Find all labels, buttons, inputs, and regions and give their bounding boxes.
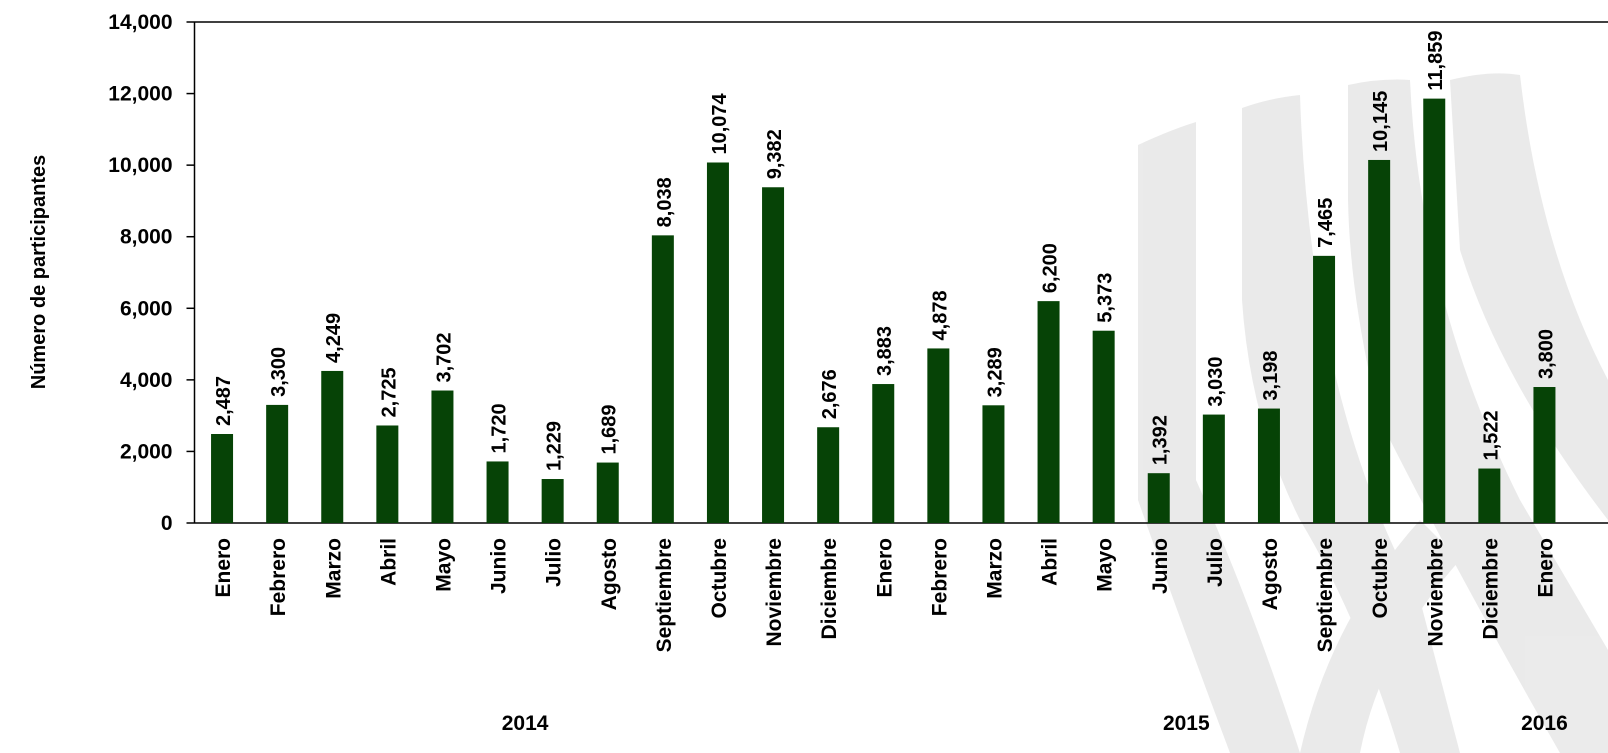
bar (376, 425, 399, 523)
x-tick-label: Enero (212, 538, 235, 598)
y-tick-label: 0 (161, 512, 173, 535)
x-tick-label: Febrero (928, 538, 951, 616)
value-label: 3,800 (1535, 329, 1557, 379)
x-tick-label: Mayo (432, 538, 455, 592)
y-tick-label: 2,000 (120, 440, 173, 463)
bar (651, 235, 674, 523)
value-label: 2,487 (213, 376, 235, 426)
value-label: 3,702 (433, 332, 455, 382)
y-tick-label: 14,000 (108, 11, 172, 34)
bar (1037, 301, 1060, 523)
x-tick-label: Agosto (598, 538, 621, 610)
value-label: 1,229 (544, 421, 566, 471)
bar (321, 370, 344, 523)
value-label: 10,074 (709, 92, 731, 154)
x-tick-label: Marzo (983, 538, 1006, 599)
value-label: 5,373 (1095, 273, 1117, 323)
bar (1423, 98, 1446, 523)
value-label: 7,465 (1315, 198, 1337, 248)
value-label: 9,382 (764, 129, 786, 179)
bar (1202, 414, 1225, 523)
value-label: 4,249 (323, 313, 345, 363)
value-label: 10,145 (1370, 91, 1392, 152)
group-label: 2016 (1521, 712, 1568, 735)
value-label: 3,198 (1260, 350, 1282, 400)
bar (706, 162, 729, 523)
y-tick-label: 8,000 (120, 226, 173, 249)
value-label: 3,883 (874, 326, 896, 376)
group-label: 2015 (1163, 712, 1210, 735)
x-tick-label: Abril (1039, 538, 1062, 586)
x-tick-label: Julio (543, 538, 566, 587)
x-tick-label: Diciembre (1479, 538, 1502, 640)
x-tick-label: Enero (873, 538, 896, 598)
bar (1478, 468, 1501, 523)
x-tick-label: Junio (1149, 538, 1172, 594)
value-label: 3,300 (268, 347, 290, 397)
value-label: 1,689 (599, 404, 621, 454)
bar (211, 434, 234, 523)
bar (1368, 159, 1391, 524)
value-label: 11,859 (1425, 31, 1447, 91)
bar (1533, 387, 1556, 523)
y-tick-label: 4,000 (120, 369, 173, 392)
bar (596, 462, 619, 523)
x-tick-label: Octubre (1369, 538, 1392, 619)
bar (982, 405, 1005, 523)
bar (1313, 255, 1336, 523)
bar (541, 479, 564, 523)
value-label: 2,725 (378, 367, 400, 417)
bar (431, 390, 454, 523)
y-tick-label: 6,000 (120, 297, 173, 320)
bar (762, 187, 785, 523)
x-tick-label: Junio (488, 538, 511, 594)
x-tick-label: Septiembre (653, 538, 676, 652)
value-label: 1,522 (1480, 410, 1502, 460)
x-tick-label: Diciembre (818, 538, 841, 640)
x-tick-label: Enero (1534, 538, 1557, 598)
watermark (1138, 73, 1608, 753)
value-label: 3,289 (984, 347, 1006, 397)
bar (1257, 408, 1280, 523)
group-label: 2014 (502, 712, 549, 735)
y-tick-label: 10,000 (108, 154, 172, 177)
bar (266, 404, 289, 523)
value-label: 1,392 (1150, 415, 1172, 465)
x-tick-label: Agosto (1259, 538, 1282, 610)
x-tick-label: Octubre (708, 538, 731, 619)
value-label: 4,878 (929, 290, 951, 340)
x-tick-label: Marzo (322, 538, 345, 599)
value-label: 2,676 (819, 369, 841, 419)
x-tick-label: Noviembre (763, 538, 786, 647)
x-tick-label: Mayo (1094, 538, 1117, 592)
bar (1147, 473, 1170, 523)
value-label: 3,030 (1205, 357, 1227, 407)
bar (486, 461, 509, 523)
x-tick-label: Abril (377, 538, 400, 586)
value-label: 8,038 (654, 177, 676, 227)
bar (872, 384, 895, 523)
x-tick-label: Noviembre (1424, 538, 1447, 647)
value-label: 1,720 (489, 403, 511, 453)
bar (1092, 330, 1115, 523)
x-tick-label: Julio (1204, 538, 1227, 587)
value-label: 6,200 (1040, 243, 1062, 293)
x-tick-label: Febrero (267, 538, 290, 616)
bar (927, 348, 950, 523)
y-tick-label: 12,000 (108, 83, 172, 106)
bar (817, 427, 840, 523)
y-axis-label: Número de participantes (28, 155, 50, 390)
x-tick-label: Septiembre (1314, 538, 1337, 652)
